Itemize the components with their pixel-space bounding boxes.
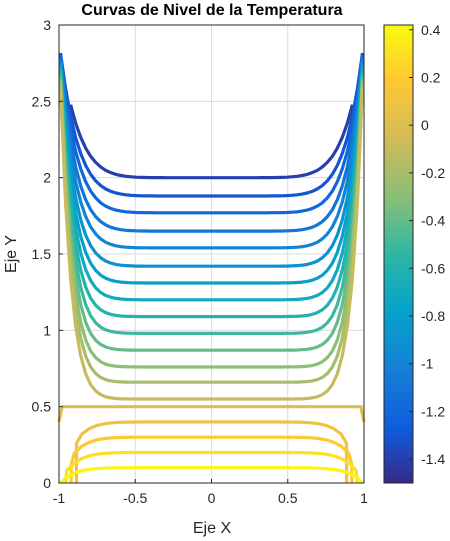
colorbar-tick-label: -1 [421, 356, 434, 372]
contour-line [58, 80, 365, 369]
x-axis-ticks: -1 -0.5 0 0.5 1 [53, 479, 368, 506]
contour-line [59, 466, 364, 485]
contour-line [58, 76, 365, 352]
plot-area: -1 -0.5 0 0.5 1 0 0.5 1 1.5 2 2.5 3 [32, 17, 369, 506]
y-tick-label: 2 [43, 170, 51, 186]
x-tick-label: 1 [360, 490, 368, 506]
y-tick-label: 0.5 [32, 399, 52, 415]
contour-line [58, 62, 365, 268]
colorbar-tick-label: -0.2 [421, 165, 445, 181]
y-axis-label: Eje Y [3, 235, 20, 273]
contour-line [58, 57, 365, 233]
x-tick-label: 0 [208, 490, 216, 506]
x-tick-label: -0.5 [123, 490, 147, 506]
y-axis-ticks: 0 0.5 1 1.5 2 2.5 3 [32, 17, 63, 491]
contour-line [58, 73, 365, 335]
x-tick-label: -1 [53, 490, 66, 506]
contour-line [58, 70, 365, 319]
colorbar-tick-label: -1.2 [421, 403, 445, 419]
colorbar: 0.4 0.2 0 -0.2 -0.4 -0.6 -0.8 -1 -1.2 -1.4 [383, 22, 445, 484]
x-tick-label: 0.5 [278, 490, 298, 506]
colorbar-ticks: 0.4 0.2 0 -0.2 -0.4 -0.6 -0.8 -1 -1.2 -1.4 [409, 22, 445, 467]
contour-line [64, 450, 359, 484]
chart-title: Curvas de Nivel de la Temperatura [81, 2, 342, 19]
contour-line [58, 64, 365, 285]
y-tick-label: 2.5 [32, 93, 52, 109]
colorbar-tick-label: 0.4 [421, 22, 441, 38]
contour-lines [57, 52, 366, 485]
contour-line [57, 405, 366, 423]
colorbar-tick-label: 0 [421, 117, 429, 133]
colorbar-tick-label: 0.2 [421, 69, 441, 85]
contour-line [58, 52, 365, 198]
contour-line [69, 435, 354, 483]
x-axis-label: Eje X [193, 520, 232, 537]
colorbar-tick-label: -0.6 [421, 260, 445, 276]
y-tick-label: 3 [43, 17, 51, 33]
colorbar-tick-label: -1.4 [421, 451, 445, 467]
contour-line [58, 67, 365, 302]
y-tick-label: 1 [43, 322, 51, 338]
contour-line [58, 86, 365, 401]
colorbar-tick-label: -0.4 [421, 213, 445, 229]
contour-line [69, 104, 354, 180]
contour-line [58, 83, 365, 384]
contour-line [74, 420, 349, 483]
contour-line [58, 54, 365, 215]
contour-line [58, 59, 365, 250]
y-tick-label: 1.5 [32, 246, 52, 262]
y-tick-label: 0 [43, 475, 51, 491]
colorbar-tick-label: -0.8 [421, 308, 445, 324]
